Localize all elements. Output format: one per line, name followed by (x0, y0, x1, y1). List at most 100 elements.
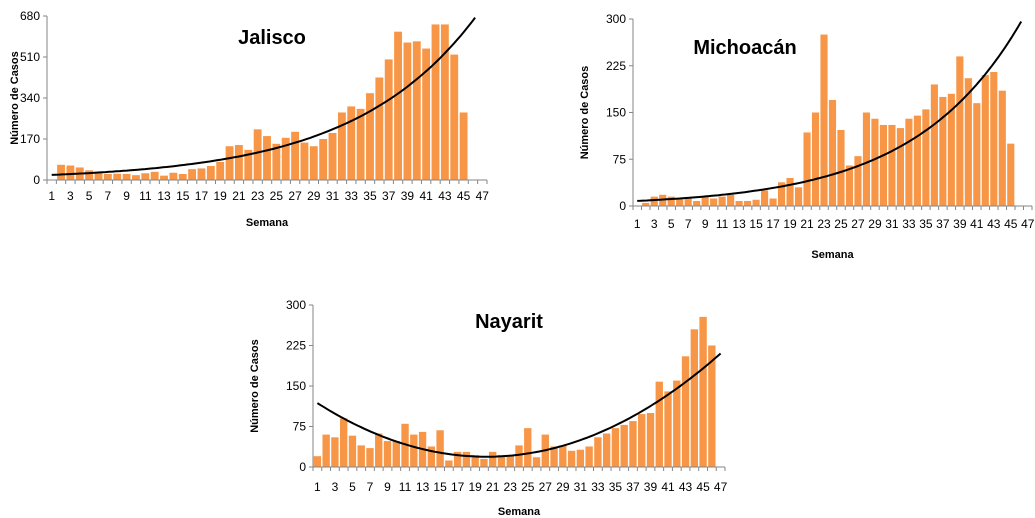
x-tick-label: 45 (457, 189, 471, 203)
bar (998, 90, 1006, 206)
x-tick-label: 35 (919, 217, 933, 231)
bar (515, 445, 523, 467)
x-tick-label: 43 (679, 480, 693, 494)
x-tick-label: 39 (953, 217, 967, 231)
bar (422, 48, 431, 180)
bar (253, 129, 262, 180)
bar (981, 75, 989, 206)
bar (629, 421, 637, 467)
bar (206, 166, 215, 180)
bar (462, 451, 471, 467)
bar (122, 173, 131, 180)
x-tick-label: 13 (416, 480, 430, 494)
bar (744, 201, 752, 206)
bar (803, 132, 811, 206)
bar (497, 455, 506, 467)
bar (480, 458, 488, 467)
x-tick-label: 45 (1004, 217, 1018, 231)
x-tick-label: 1 (314, 480, 321, 494)
bar (453, 451, 462, 467)
chart-title: Nayarit (475, 311, 543, 333)
x-tick-label: 17 (195, 189, 209, 203)
bar (735, 201, 743, 206)
bar (384, 59, 393, 180)
bar (913, 115, 921, 206)
x-tick-label: 23 (817, 217, 831, 231)
x-tick-label: 47 (476, 189, 490, 203)
bar (410, 434, 418, 467)
bar (356, 108, 365, 180)
x-tick-label: 41 (970, 217, 984, 231)
x-tick-label: 43 (987, 217, 1001, 231)
x-tick-label: 25 (270, 189, 284, 203)
bar (690, 329, 699, 467)
x-tick-label: 7 (685, 217, 692, 231)
bar (964, 78, 972, 206)
bar (412, 41, 421, 180)
x-tick-label: 47 (714, 480, 728, 494)
y-tick-label: 225 (606, 59, 626, 73)
bar (973, 103, 981, 206)
bar (322, 434, 330, 467)
x-tick-label: 9 (123, 189, 130, 203)
x-tick-label: 41 (419, 189, 433, 203)
x-tick-label: 27 (539, 480, 553, 494)
bar (216, 161, 225, 180)
y-tick-label: 150 (286, 379, 306, 393)
x-tick-label: 37 (626, 480, 640, 494)
bar (141, 173, 150, 180)
x-tick-label: 27 (288, 189, 302, 203)
bar (532, 457, 541, 467)
bar (650, 196, 658, 206)
bar (854, 156, 862, 206)
bar (459, 112, 468, 180)
bar (794, 187, 803, 206)
x-tick-label: 17 (766, 217, 780, 231)
bar (392, 441, 400, 467)
x-tick-label: 29 (307, 189, 321, 203)
y-axis-title: Número de Casos (249, 339, 261, 433)
x-tick-label: 11 (139, 189, 152, 203)
bar (357, 445, 365, 467)
x-tick-label: 17 (451, 480, 465, 494)
bar (947, 93, 955, 206)
bar (178, 173, 187, 180)
bar (431, 24, 440, 180)
x-tick-label: 37 (382, 189, 396, 203)
bar (820, 34, 828, 207)
x-tick-label: 35 (609, 480, 623, 494)
y-axis-title: Número de Casos (579, 66, 591, 160)
bar (642, 202, 650, 206)
bar (888, 124, 896, 206)
bar (188, 169, 197, 180)
bar (896, 128, 904, 206)
y-tick-label: 170 (20, 132, 40, 146)
x-tick-label: 1 (48, 189, 55, 203)
bar (394, 31, 402, 181)
bar (879, 124, 888, 206)
y-tick-label: 0 (299, 460, 306, 474)
x-tick-label: 45 (696, 480, 710, 494)
x-axis-title: Semana (811, 249, 854, 261)
y-tick-label: 75 (293, 420, 307, 434)
bar (348, 435, 357, 467)
x-tick-label: 3 (67, 189, 74, 203)
chart-title: Jalisco (238, 27, 306, 49)
bar (272, 143, 281, 180)
y-tick-label: 0 (33, 173, 40, 187)
x-tick-label: 33 (591, 480, 605, 494)
bar (103, 173, 112, 180)
bar (718, 196, 726, 206)
y-tick-label: 300 (606, 12, 626, 26)
bar (708, 345, 716, 467)
y-axis-title: Número de Casos (9, 51, 21, 145)
x-tick-label: 25 (834, 217, 848, 231)
bar (328, 132, 337, 180)
bar (676, 198, 684, 206)
bar (309, 146, 318, 180)
y-tick-label: 680 (20, 9, 40, 23)
bar (66, 165, 75, 180)
bar (701, 196, 709, 206)
